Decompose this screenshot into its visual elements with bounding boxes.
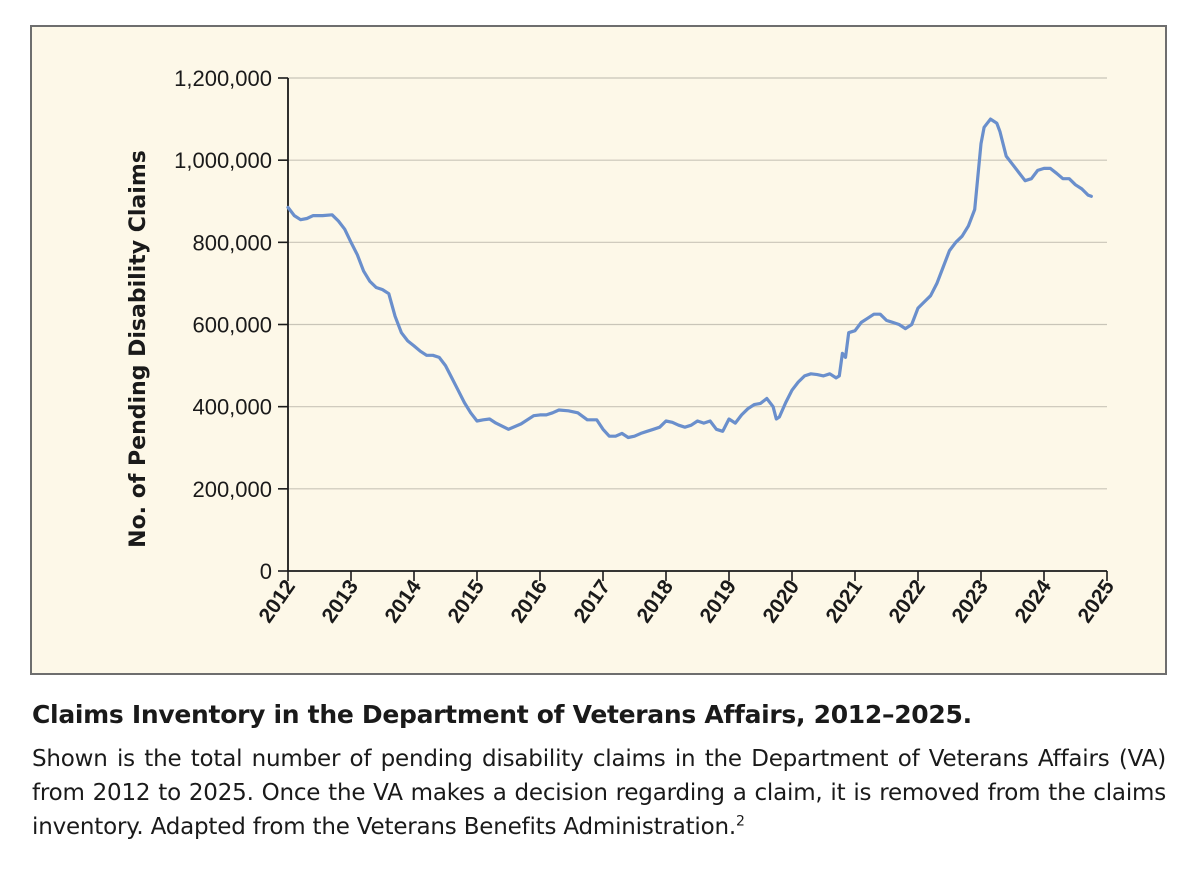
x-tick-label: 2020 [758,576,804,627]
x-axis-ticks: 2012 2013 2014 2015 2016 2017 2018 2019 2020 2021… [254,571,1119,627]
caption-text: Shown is the total number of pending dis… [32,742,1166,844]
x-tick-label: 2018 [632,575,678,627]
x-tick-label: 2014 [380,575,426,627]
y-axis-title: No. of Pending Disability Claims [126,150,151,548]
caption-body: Shown is the total number of pending dis… [32,746,1166,840]
y-tick-label: 1,000,000 [174,148,272,173]
grid-lines [288,77,1107,490]
y-tick-label: 0 [260,559,272,584]
x-tick-label: 2013 [317,576,363,627]
claims-series-line [286,117,1093,440]
figure-panel: 0 200,000 400,000 600,000 800,000 1,000,000 1,… [30,25,1167,675]
x-tick-label: 2017 [569,576,615,627]
caption-title: Claims Inventory in the Department of Ve… [32,700,972,729]
y-axis-ticks: 0 200,000 400,000 600,000 800,000 1,000,000 1,… [174,66,288,584]
line-chart: 0 200,000 400,000 600,000 800,000 1,000,000 1,… [126,66,1119,627]
y-tick-label: 400,000 [192,395,272,420]
x-tick-label: 2021 [821,575,867,627]
y-tick-label: 600,000 [192,313,272,338]
x-tick-label: 2025 [1073,575,1119,627]
x-tick-label: 2016 [506,576,552,627]
x-tick-label: 2023 [947,576,993,627]
y-tick-label: 800,000 [192,230,272,255]
reference-mark: 2 [735,813,745,830]
y-tick-label: 200,000 [192,477,272,502]
x-tick-label: 2015 [443,575,489,627]
x-tick-label: 2024 [1010,575,1056,627]
y-tick-label: 1,200,000 [174,66,272,91]
x-tick-label: 2022 [884,576,930,627]
x-tick-label: 2019 [695,576,741,627]
